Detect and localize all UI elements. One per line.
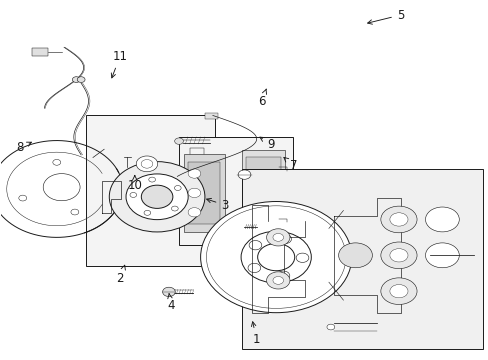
Circle shape: [144, 210, 150, 215]
Text: 2: 2: [116, 265, 125, 285]
Circle shape: [206, 206, 345, 309]
Circle shape: [188, 208, 201, 217]
Circle shape: [257, 243, 294, 271]
Circle shape: [272, 276, 283, 284]
Text: 11: 11: [111, 50, 127, 78]
Bar: [188, 162, 220, 224]
Circle shape: [53, 159, 61, 165]
Text: 6: 6: [257, 89, 266, 108]
Circle shape: [130, 193, 136, 197]
Circle shape: [266, 272, 289, 289]
Circle shape: [296, 253, 308, 262]
Circle shape: [19, 195, 27, 201]
Circle shape: [266, 229, 289, 246]
Bar: [32, 48, 48, 56]
Circle shape: [277, 271, 289, 280]
Circle shape: [126, 174, 188, 220]
Circle shape: [141, 159, 153, 168]
Circle shape: [43, 174, 80, 201]
Circle shape: [278, 234, 291, 244]
Circle shape: [162, 287, 175, 297]
Circle shape: [238, 170, 250, 179]
Circle shape: [109, 162, 204, 232]
Circle shape: [188, 188, 201, 198]
Bar: [184, 154, 224, 231]
Circle shape: [380, 278, 416, 305]
Circle shape: [326, 324, 334, 330]
Circle shape: [380, 242, 416, 269]
Circle shape: [188, 169, 201, 178]
Circle shape: [241, 231, 311, 283]
Circle shape: [171, 206, 178, 211]
Circle shape: [141, 185, 173, 208]
Circle shape: [248, 240, 261, 250]
Circle shape: [389, 249, 407, 262]
Circle shape: [77, 77, 85, 82]
Bar: [241, 150, 285, 236]
Text: 4: 4: [167, 293, 175, 312]
Circle shape: [380, 206, 416, 233]
Text: 9: 9: [260, 137, 275, 150]
Circle shape: [338, 243, 372, 268]
Circle shape: [389, 213, 407, 226]
Bar: [178, 137, 293, 244]
Circle shape: [247, 263, 260, 273]
Circle shape: [425, 207, 458, 232]
Text: 10: 10: [127, 176, 142, 192]
Text: 8: 8: [17, 141, 31, 154]
Text: 1: 1: [251, 322, 260, 346]
Bar: [205, 113, 217, 119]
Bar: [245, 157, 280, 229]
Circle shape: [148, 177, 155, 182]
Circle shape: [72, 77, 80, 82]
Circle shape: [272, 234, 283, 241]
Circle shape: [136, 156, 158, 172]
Circle shape: [174, 185, 181, 190]
Circle shape: [71, 209, 79, 215]
Bar: [86, 116, 215, 266]
Circle shape: [425, 243, 458, 268]
Circle shape: [389, 284, 407, 298]
Bar: [242, 169, 483, 348]
Text: 3: 3: [206, 198, 228, 212]
Text: 7: 7: [284, 157, 296, 172]
Text: 5: 5: [367, 9, 404, 24]
Circle shape: [174, 138, 183, 144]
Circle shape: [200, 202, 351, 313]
